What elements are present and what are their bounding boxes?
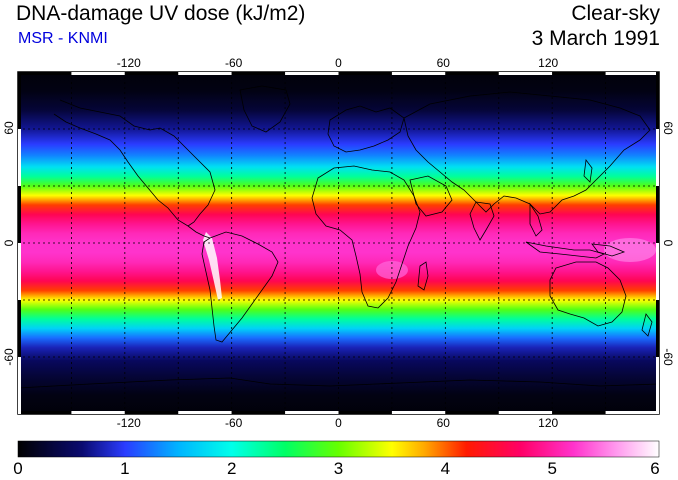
colorbar-label-3: 3	[334, 459, 343, 478]
lat-label-left-60n: 60	[2, 121, 16, 135]
frame-tick-bar	[498, 411, 553, 414]
frame-tick-bar	[552, 72, 606, 75]
regional-features	[203, 232, 656, 300]
coast-central-america	[187, 225, 211, 239]
lon-label-top-120w: -120	[117, 56, 141, 70]
frame-tick-bars	[18, 72, 659, 414]
lon-label-bottom-120w: -120	[117, 416, 141, 430]
frame-tick-bar	[18, 72, 21, 129]
colorbar-label-5: 5	[547, 459, 556, 478]
frame-tick-bar	[124, 72, 179, 75]
lat-label-right-0: 0	[661, 240, 675, 247]
lon-label-top-60w: -60	[225, 56, 243, 70]
map-title: DNA-damage UV dose (kJ/m2)	[16, 2, 306, 25]
frame-tick-bar	[552, 411, 606, 414]
lat-labels-left: 60 0 -60	[2, 121, 16, 366]
coast-arabia	[409, 175, 453, 217]
frame-tick-bar	[18, 186, 21, 243]
coast-south-america	[201, 231, 279, 343]
frame-tick-bar	[18, 72, 72, 75]
frame-tick-bar	[656, 72, 659, 129]
colorbar	[17, 440, 660, 458]
frame-tick-bar	[18, 357, 21, 414]
date-label: 3 March 1991	[531, 27, 660, 50]
sky-condition-label: Clear-sky	[571, 2, 660, 25]
coast-antarctica	[18, 377, 659, 389]
frame-tick-bar	[18, 129, 21, 186]
coast-asia	[403, 91, 651, 215]
frame-tick-bar	[445, 72, 499, 75]
colorbar-label-4: 4	[441, 459, 450, 478]
frame-tick-bar	[231, 72, 286, 75]
frame-tick-bar	[391, 72, 446, 75]
south-african-high-dose	[376, 261, 408, 279]
frame-tick-bar	[656, 300, 659, 357]
frame-tick-bar	[18, 411, 72, 414]
lon-labels-top: -120 -60 0 60 120	[117, 56, 559, 70]
lat-label-left-60s: -60	[2, 348, 16, 366]
graticule	[18, 72, 659, 414]
frame-tick-bar	[285, 411, 339, 414]
frame-tick-bar	[391, 411, 446, 414]
lon-label-top-120e: 120	[538, 56, 558, 70]
lon-label-bottom-60e: 60	[437, 416, 451, 430]
coastlines	[18, 85, 659, 389]
frame-tick-bar	[656, 129, 659, 186]
frame-tick-bar	[178, 72, 232, 75]
frame-tick-bar	[178, 411, 232, 414]
coast-greenland	[239, 85, 291, 133]
colorbar-label-6: 6	[650, 459, 659, 478]
frame-tick-bar	[338, 72, 392, 75]
coast-madagascar	[417, 261, 429, 291]
lat-label-right-60s: -60	[661, 348, 675, 366]
colorbar-labels: 0 1 2 3 4 5 6	[13, 459, 659, 478]
lon-labels-bottom: -120 -60 0 60 120	[117, 416, 559, 430]
coast-japan	[583, 158, 593, 183]
coast-europe	[327, 105, 405, 153]
lat-label-left-0: 0	[2, 239, 16, 246]
andes-high-dose	[203, 232, 222, 300]
lon-label-bottom-60w: -60	[225, 416, 243, 430]
coast-australia	[549, 261, 627, 327]
coast-africa	[311, 165, 421, 309]
pacific-high-dose	[604, 238, 656, 262]
frame-tick-bar	[605, 411, 659, 414]
lon-label-bottom-0: 0	[335, 416, 342, 430]
lat-labels-right: 60 0 -60	[661, 121, 675, 366]
frame-tick-bar	[71, 72, 125, 75]
coast-north-america	[53, 99, 216, 227]
colorbar-label-1: 1	[120, 459, 129, 478]
frame-tick-bar	[656, 186, 659, 243]
frame-tick-bar	[18, 300, 21, 357]
frame-tick-bar	[71, 411, 125, 414]
frame-tick-bar	[445, 411, 499, 414]
coast-new-guinea	[591, 243, 626, 257]
colorbar-label-2: 2	[227, 459, 236, 478]
frame-tick-bar	[656, 243, 659, 300]
lon-label-top-0: 0	[335, 56, 342, 70]
coast-new-zealand	[641, 313, 653, 337]
coast-southeast-asia	[529, 202, 543, 237]
frame-tick-bar	[656, 357, 659, 414]
lon-label-top-60e: 60	[437, 56, 451, 70]
frame-tick-bar	[285, 72, 339, 75]
frame-tick-bar	[18, 243, 21, 300]
frame-tick-bar	[124, 411, 179, 414]
coast-india	[469, 201, 495, 241]
frame-tick-bar	[338, 411, 392, 414]
frame-tick-bar	[605, 72, 659, 75]
frame-tick-bar	[231, 411, 286, 414]
frame-tick-bar	[498, 72, 553, 75]
source-label: MSR - KNMI	[18, 30, 108, 47]
lat-label-right-60n: 60	[661, 121, 675, 135]
lon-label-bottom-120e: 120	[538, 416, 558, 430]
colorbar-label-0: 0	[13, 459, 22, 478]
